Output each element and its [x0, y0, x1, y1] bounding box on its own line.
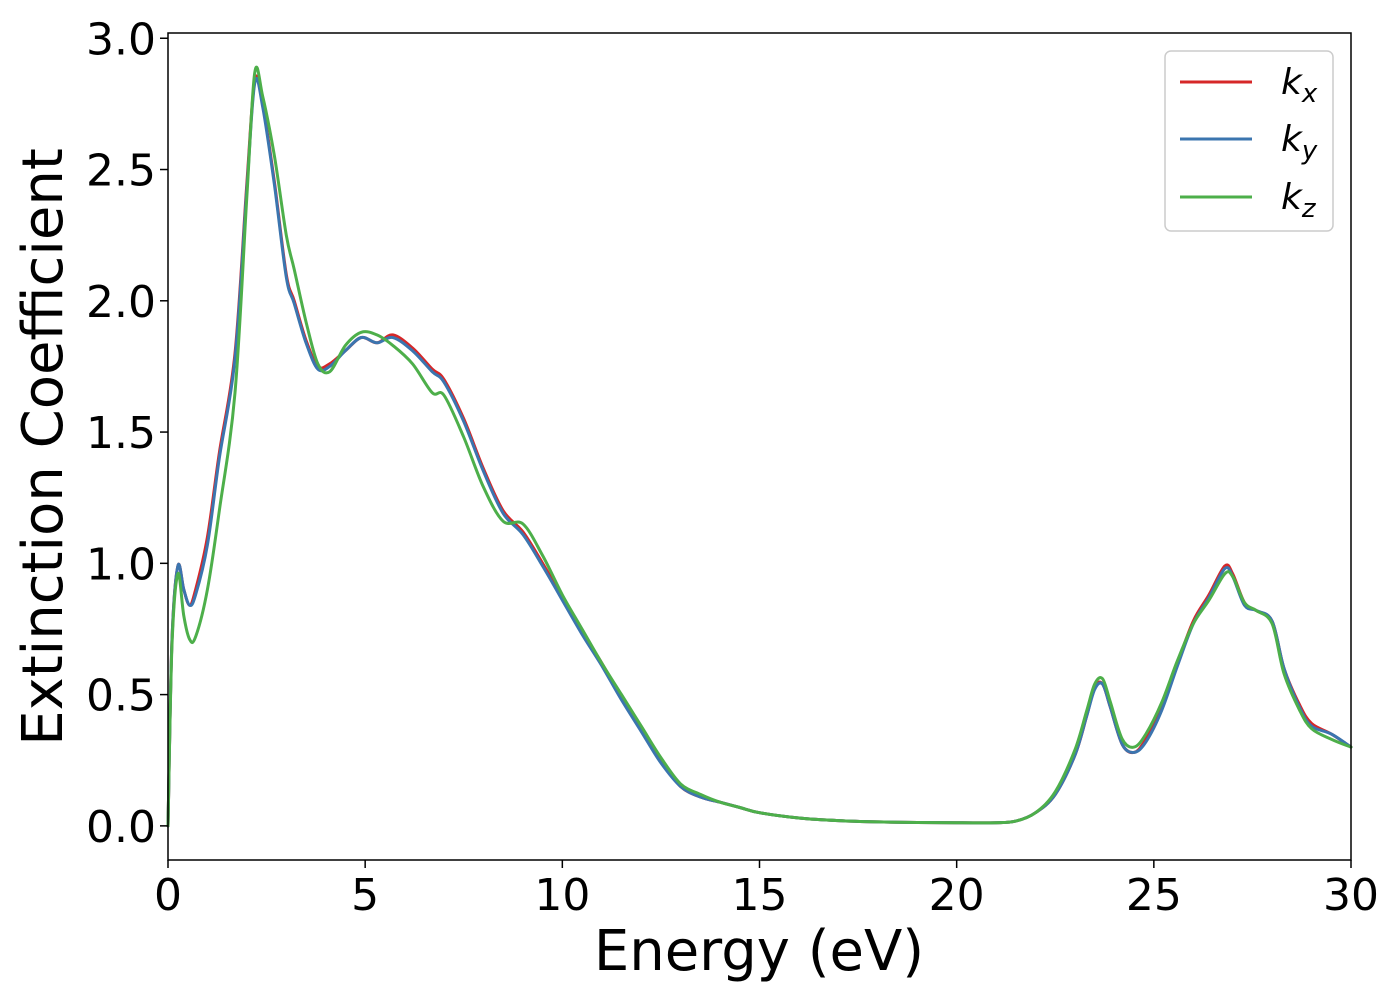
x-tick-label: 0	[154, 870, 182, 921]
legend-label-kx: kx	[1281, 62, 1318, 109]
y-axis-ticks: 0.0 0.5 1.0 1.5 2.0 2.5 3.0	[86, 14, 168, 853]
x-axis-ticks: 0 5 10 15 20 25 30	[154, 860, 1379, 921]
y-tick-label: 0.5	[86, 671, 156, 722]
x-tick-label: 15	[732, 870, 788, 921]
x-tick-label: 30	[1323, 870, 1379, 921]
y-tick-label: 3.0	[86, 14, 156, 65]
x-axis-title: Energy (eV)	[594, 919, 924, 984]
y-tick-label: 1.0	[86, 539, 156, 590]
legend-box	[1164, 50, 1334, 232]
series-layer	[166, 65, 1353, 828]
series-line-kz	[166, 65, 1353, 828]
y-tick-label: 2.0	[86, 277, 156, 328]
legend-label-kz: kz	[1281, 177, 1317, 224]
y-axis-title: Extinction Coefficient	[11, 148, 76, 746]
x-tick-label: 25	[1126, 870, 1182, 921]
x-tick-label: 10	[534, 870, 590, 921]
x-tick-label: 5	[351, 870, 379, 921]
x-tick-label: 20	[929, 870, 985, 921]
y-tick-label: 2.5	[86, 146, 156, 197]
y-tick-label: 0.0	[86, 802, 156, 853]
legend: kx ky kz	[1164, 50, 1334, 232]
legend-label-ky: ky	[1281, 119, 1318, 166]
y-tick-label: 1.5	[86, 408, 156, 459]
